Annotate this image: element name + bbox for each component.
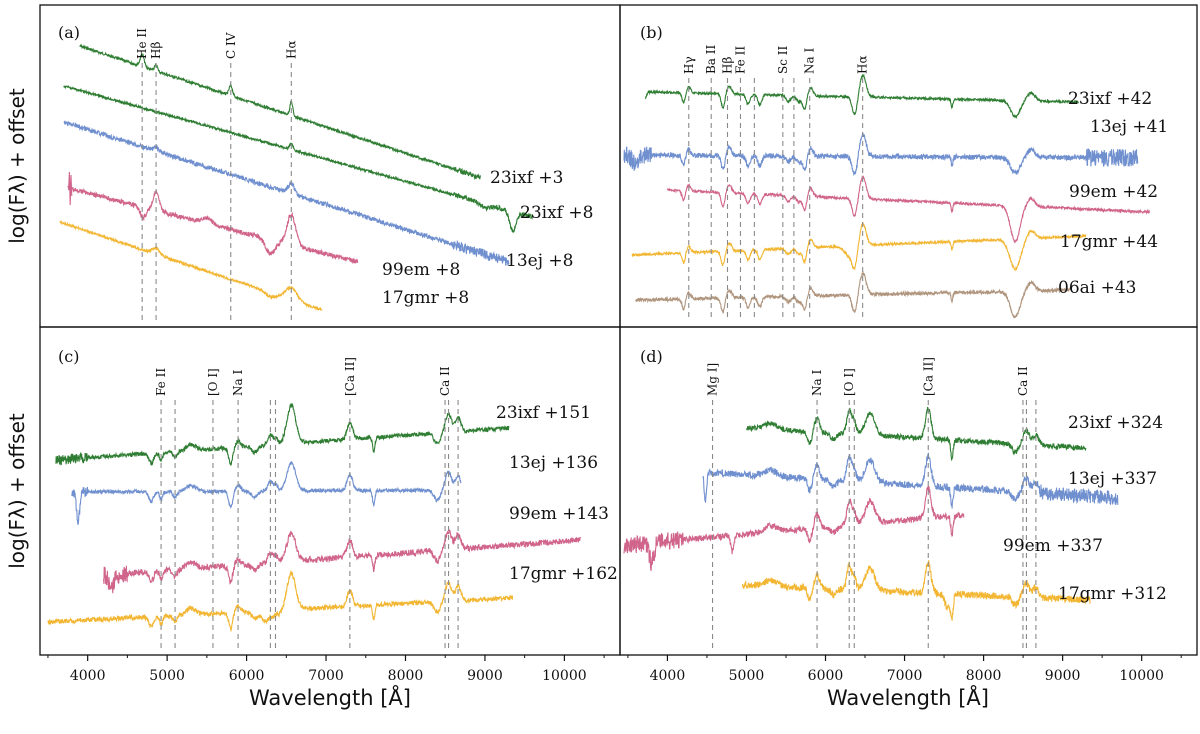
series-line-d-0 — [745, 406, 1087, 462]
xtick-label-3-5: 9000 — [1045, 668, 1081, 684]
xtick-label-2-6: 10000 — [542, 668, 587, 684]
line-label-3-1: Na I — [810, 370, 824, 396]
ylabel-bottom: log(Fλ) + offset — [5, 413, 29, 569]
series-line-a-2 — [63, 120, 510, 266]
series-label-1-1: 13ej +41 — [1090, 117, 1168, 137]
xtick-label-2-4: 8000 — [388, 668, 424, 684]
panel-label-0: (a) — [58, 23, 80, 42]
line-label-0-3: Hα — [284, 40, 298, 59]
series-line-b-2 — [666, 174, 1151, 244]
line-label-1-7: Na I — [803, 48, 817, 74]
line-label-2-6: [Ca II] — [343, 357, 357, 396]
series-line-c-0 — [55, 402, 510, 467]
series-label-0-4: 17gmr +8 — [382, 288, 469, 308]
series-line-d-3 — [741, 560, 1091, 621]
series-line-c-2 — [103, 529, 581, 594]
series-label-3-0: 23ixf +324 — [1068, 413, 1163, 433]
xtick-label-3-6: 10000 — [1119, 668, 1164, 684]
series-label-1-4: 06ai +43 — [1058, 278, 1136, 298]
line-label-0-2: C IV — [224, 32, 238, 59]
series-line-a-3 — [67, 185, 359, 264]
series-line-b-4 — [635, 270, 1072, 319]
xtick-label-2-1: 5000 — [149, 668, 185, 684]
series-line-a-1 — [63, 84, 533, 233]
series-label-3-3: 17gmr +312 — [1058, 584, 1167, 604]
xlabel-left: Wavelength [Å] — [249, 684, 411, 710]
line-label-1-0: Hγ — [682, 56, 696, 74]
series-label-2-1: 13ej +136 — [509, 453, 598, 473]
series-label-2-0: 23ixf +151 — [496, 403, 591, 423]
panel-frame-3 — [619, 326, 1198, 656]
series-label-3-2: 99em +337 — [1003, 536, 1103, 556]
xlabel-right: Wavelength [Å] — [827, 684, 989, 710]
xtick-label-2-5: 9000 — [467, 668, 503, 684]
series-label-0-3: 99em +8 — [382, 260, 460, 280]
line-label-2-0: Fe II — [154, 368, 168, 396]
series-label-1-0: 23ixf +42 — [1068, 89, 1152, 109]
xtick-label-2-3: 7000 — [308, 668, 344, 684]
series-label-3-1: 13ej +337 — [1068, 469, 1157, 489]
line-label-1-2: Hβ — [720, 57, 734, 74]
ylabel-top: log(Fλ) + offset — [5, 88, 29, 244]
series-line-c-3 — [47, 570, 514, 633]
xtick-label-3-1: 5000 — [729, 668, 765, 684]
line-label-1-1: Ba II — [704, 44, 718, 74]
series-line-b-1 — [623, 132, 1139, 177]
panel-label-2: (c) — [58, 347, 79, 366]
series-label-1-3: 17gmr +44 — [1060, 232, 1158, 252]
xtick-label-2-0: 4000 — [70, 668, 106, 684]
panel-label-3: (d) — [640, 347, 663, 366]
line-label-2-7: Ca II — [438, 366, 452, 396]
line-label-2-3: Na I — [231, 370, 245, 396]
line-label-3-4: [Ca II] — [921, 357, 935, 396]
series-label-0-0: 23ixf +3 — [490, 168, 563, 188]
xtick-label-3-0: 4000 — [650, 668, 686, 684]
xtick-label-3-3: 7000 — [887, 668, 923, 684]
series-line-d-1 — [702, 452, 1119, 509]
line-label-0-1: Hβ — [149, 42, 163, 59]
panel-frame-0 — [39, 4, 621, 328]
line-label-1-8: Hα — [856, 55, 870, 74]
line-label-0-0: He II — [135, 28, 149, 59]
series-label-0-2: 13ej +8 — [506, 251, 573, 271]
xtick-label-3-4: 8000 — [966, 668, 1002, 684]
series-line-a-4 — [59, 219, 323, 311]
panel-label-1: (b) — [640, 23, 663, 42]
xtick-label-3-2: 6000 — [808, 668, 844, 684]
series-line-b-3 — [631, 221, 1087, 271]
series-line-b-0 — [644, 73, 1079, 120]
series-line-a-0 — [79, 43, 482, 181]
line-label-2-2: [O I] — [206, 368, 220, 396]
line-label-3-5: Ca II — [1016, 366, 1030, 396]
series-label-2-2: 99em +143 — [509, 504, 609, 524]
series-label-1-2: 99em +42 — [1069, 182, 1158, 202]
line-label-3-2: [O I] — [842, 368, 856, 396]
line-label-1-3: Fe II — [733, 46, 747, 74]
xtick-label-2-2: 6000 — [229, 668, 265, 684]
line-label-1-5: Sc II — [776, 46, 790, 74]
series-line-c-1 — [71, 460, 462, 525]
line-label-3-0: Mg I] — [706, 363, 720, 396]
series-label-2-3: 17gmr +162 — [509, 564, 618, 584]
series-spike-99em-a — [68, 171, 73, 206]
series-label-0-1: 23ixf +8 — [520, 203, 593, 223]
series-line-d-2 — [623, 485, 965, 572]
